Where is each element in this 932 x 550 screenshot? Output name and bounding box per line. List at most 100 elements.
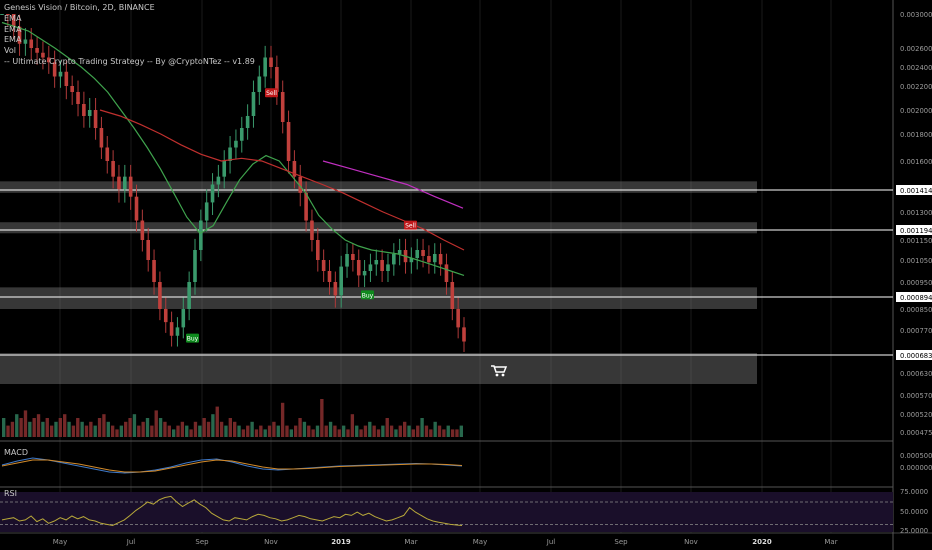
candle-body: [292, 161, 297, 177]
signal-label: Buy: [187, 336, 199, 343]
time-tick-label: Sep: [614, 538, 628, 546]
volume-bar: [420, 418, 424, 437]
volume-bar: [150, 425, 154, 437]
volume-bar: [167, 425, 171, 437]
volume-bar: [110, 425, 115, 437]
candle-body: [146, 240, 151, 260]
price-tag: [896, 292, 932, 302]
signal-sell: Sell: [404, 220, 417, 230]
volume-bar: [267, 425, 272, 437]
volume-bar: [315, 425, 320, 437]
candle-body: [280, 92, 285, 122]
legend-ema-1: EMA: [4, 13, 22, 23]
volume-bar: [171, 429, 176, 437]
volume-bar: [385, 418, 389, 437]
volume-bar: [97, 418, 102, 437]
volume-bar: [228, 418, 232, 437]
volume-bar: [84, 425, 89, 437]
volume-bar: [71, 425, 76, 437]
volume-bar: [320, 399, 324, 437]
volume-bar: [246, 425, 250, 437]
candle-body: [222, 161, 227, 177]
volume-bar: [407, 425, 411, 437]
volume-bar: [63, 414, 67, 437]
candle-body: [181, 309, 186, 328]
volume-bar: [193, 421, 198, 437]
volume-bar: [376, 429, 381, 437]
volume-bar: [41, 421, 45, 437]
candle-body: [304, 192, 308, 221]
volume-bar: [206, 421, 211, 437]
volume-bar: [254, 429, 259, 437]
candle-body: [269, 57, 273, 67]
candle-body: [234, 140, 238, 148]
ema-fast-line: [1, 21, 465, 276]
time-tick-label: May: [53, 538, 67, 546]
volume-bar: [276, 425, 280, 437]
candle-body: [450, 282, 455, 309]
volume-bar: [241, 429, 246, 437]
volume-bar: [23, 410, 28, 437]
candle-body: [380, 260, 384, 271]
candle-body: [23, 39, 28, 44]
volume-bar: [211, 414, 215, 437]
signal-label: Sell: [405, 223, 416, 230]
cart-icon[interactable]: [491, 365, 508, 377]
volume-bar: [424, 425, 429, 437]
candle-body: [275, 67, 279, 92]
volume-bar: [119, 425, 124, 437]
volume-bar: [189, 429, 193, 437]
macd-tick-label: 0.0000000: [900, 464, 932, 472]
candle-body: [397, 250, 402, 254]
volume-bar: [402, 421, 407, 437]
candle-body: [356, 260, 361, 276]
volume-bar: [15, 414, 19, 437]
candle-body: [339, 266, 343, 296]
time-tick-label: Jul: [126, 538, 136, 546]
volume-bar: [154, 410, 158, 437]
volume-bar: [416, 425, 420, 437]
candle-body: [456, 309, 460, 328]
price-tick-label: 0.0006831: [900, 352, 932, 360]
candle-body: [175, 327, 180, 336]
rsi-tick-label: 25.0000: [900, 527, 928, 535]
volume-bar: [272, 421, 276, 437]
volume-bar: [6, 425, 10, 437]
candle-body: [245, 116, 250, 128]
price-tag: [896, 185, 932, 195]
volume-bar: [106, 421, 110, 437]
candle-body: [87, 110, 92, 116]
volume-bar: [58, 418, 63, 437]
volume-bar: [76, 418, 80, 437]
volume-bar: [333, 425, 337, 437]
volume-bar: [355, 425, 359, 437]
candle-body: [321, 260, 326, 271]
price-tag: [896, 225, 932, 235]
candle-body: [117, 176, 121, 190]
candle-body: [93, 110, 98, 128]
time-tick-label: Mar: [404, 538, 417, 546]
volume-bar: [132, 414, 137, 437]
volume-bar: [429, 429, 433, 437]
volume-bar: [202, 418, 206, 437]
candle-body: [70, 86, 74, 92]
volume-bar: [398, 425, 402, 437]
volume-bar: [67, 421, 71, 437]
time-tick-label: Mar: [824, 538, 837, 546]
candle-body: [263, 57, 267, 77]
candle-body: [0, 14, 4, 15]
candle-body: [427, 256, 431, 263]
candle-body: [362, 271, 367, 276]
volume-bar: [54, 421, 58, 437]
volume-bar: [250, 421, 254, 437]
